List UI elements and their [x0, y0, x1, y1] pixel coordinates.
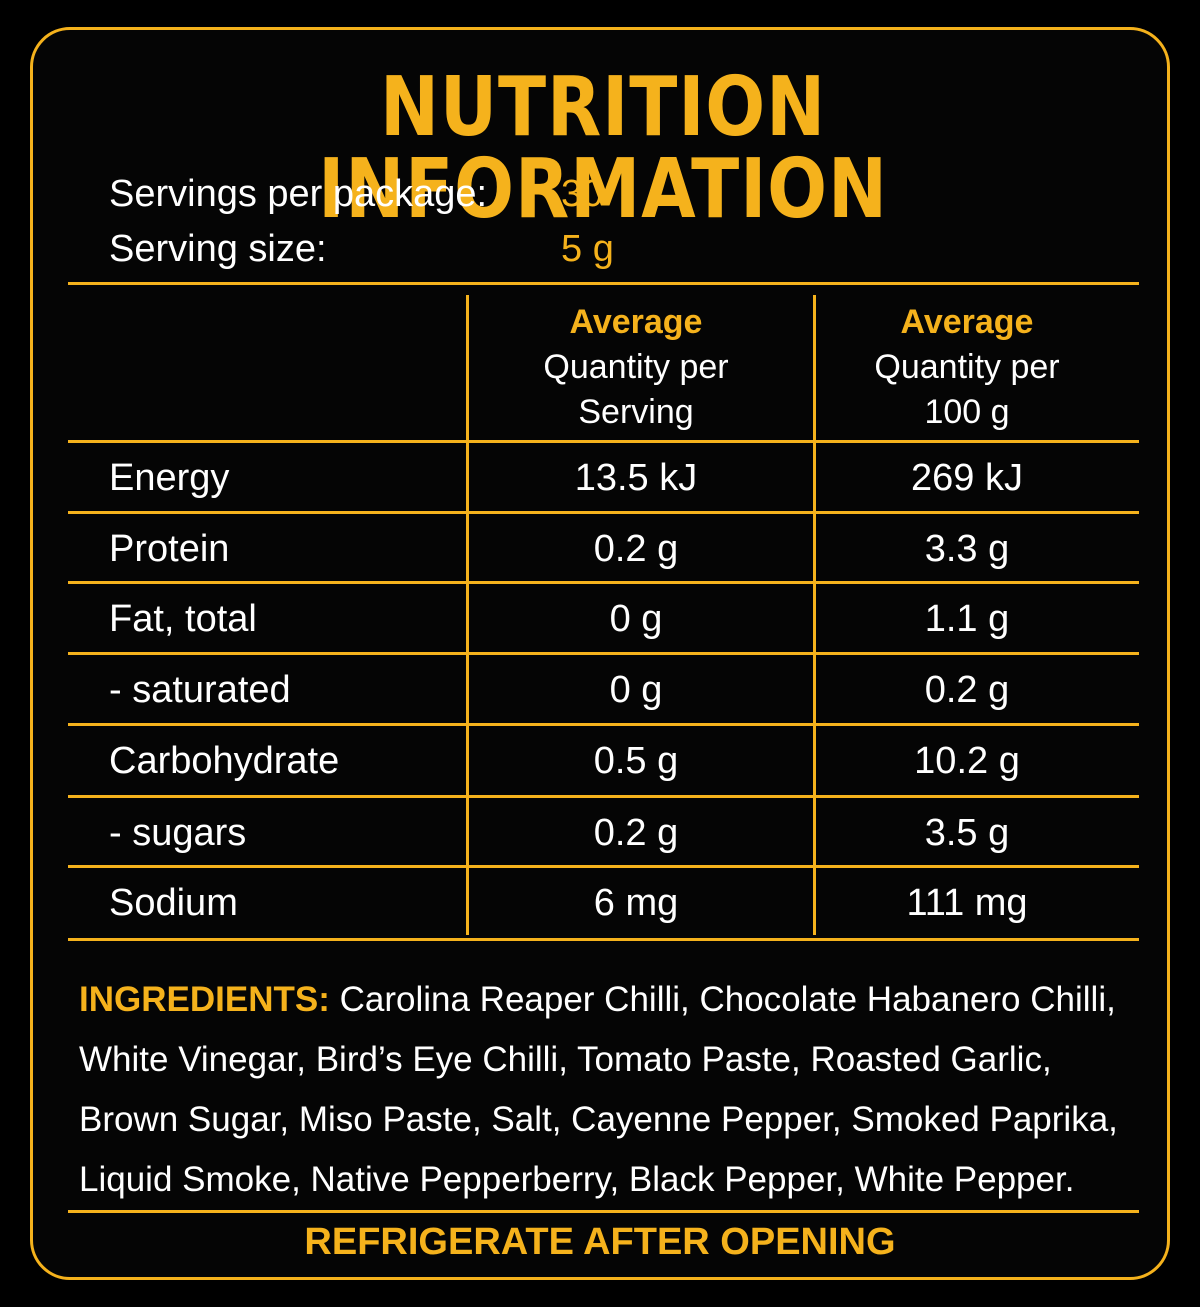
- ingredients-text: Carolina Reaper Chilli, Chocolate Habane…: [79, 980, 1118, 1199]
- column-header-per-serving: Average Quantity per Serving: [466, 300, 806, 435]
- table-row: Sodium 6 mg 111 mg: [33, 868, 1167, 938]
- ingredients-block: INGREDIENTS: Carolina Reaper Chilli, Cho…: [79, 970, 1129, 1210]
- per-serving-value: 0.2 g: [593, 528, 679, 570]
- column-header-per-100g: Average Quantity per 100 g: [797, 300, 1137, 435]
- table-row: - sugars 0.2 g 3.5 g: [33, 798, 1167, 868]
- divider: [68, 938, 1139, 941]
- column-header-line: Quantity per: [874, 348, 1060, 386]
- nutrition-panel: NUTRITION INFORMATION Servings per packa…: [30, 27, 1170, 1280]
- per-serving-value: 0 g: [609, 669, 663, 711]
- per-serving-value: 6 mg: [593, 882, 679, 924]
- table-rule: [68, 795, 1139, 798]
- per-100g-value: 111 mg: [906, 882, 1028, 924]
- column-divider: [466, 295, 469, 935]
- serving-size-value: 5 g: [561, 228, 614, 270]
- table-rule: [68, 865, 1139, 868]
- table-rule: [68, 511, 1139, 514]
- serving-size-label: Serving size:: [109, 228, 327, 270]
- column-header-highlight: Average: [900, 303, 1034, 341]
- per-100g-value: 0.2 g: [924, 669, 1010, 711]
- row-label: Carbohydrate: [109, 740, 340, 782]
- per-serving-value: 0 g: [609, 598, 663, 640]
- page-title: NUTRITION INFORMATION: [318, 60, 888, 237]
- row-label: Protein: [109, 528, 230, 570]
- divider: [68, 282, 1139, 285]
- row-label: - sugars: [109, 812, 247, 854]
- column-header-highlight: Average: [569, 303, 703, 341]
- table-row: Carbohydrate 0.5 g 10.2 g: [33, 726, 1167, 796]
- row-label: Fat, total: [109, 598, 257, 640]
- table-row: Energy 13.5 kJ 269 kJ: [33, 443, 1167, 513]
- row-label: Energy: [109, 457, 230, 499]
- per-100g-value: 3.5 g: [924, 812, 1010, 854]
- servings-per-package-label: Servings per package:: [109, 173, 488, 215]
- column-header-line: 100 g: [924, 393, 1010, 431]
- table-row: - saturated 0 g 0.2 g: [33, 655, 1167, 725]
- storage-instruction: REFRIGERATE AFTER OPENING: [304, 1221, 896, 1263]
- divider: [68, 1210, 1139, 1213]
- table-rule: [68, 652, 1139, 655]
- per-100g-value: 10.2 g: [914, 740, 1020, 782]
- per-serving-value: 0.5 g: [593, 740, 679, 782]
- column-divider: [813, 295, 816, 935]
- table-rule: [68, 581, 1139, 584]
- column-header-line: Quantity per: [543, 348, 729, 386]
- per-serving-value: 13.5 kJ: [574, 457, 698, 499]
- table-row: Fat, total 0 g 1.1 g: [33, 584, 1167, 654]
- row-label: - saturated: [109, 669, 291, 711]
- per-100g-value: 1.1 g: [924, 598, 1010, 640]
- table-rule: [68, 723, 1139, 726]
- row-label: Sodium: [109, 882, 238, 924]
- servings-per-package-value: 30: [561, 173, 604, 215]
- per-100g-value: 3.3 g: [924, 528, 1010, 570]
- table-row: Protein 0.2 g 3.3 g: [33, 514, 1167, 584]
- per-100g-value: 269 kJ: [911, 457, 1023, 499]
- column-header-line: Serving: [578, 393, 694, 431]
- table-rule: [68, 440, 1139, 443]
- ingredients-title: INGREDIENTS:: [79, 980, 330, 1019]
- per-serving-value: 0.2 g: [593, 812, 679, 854]
